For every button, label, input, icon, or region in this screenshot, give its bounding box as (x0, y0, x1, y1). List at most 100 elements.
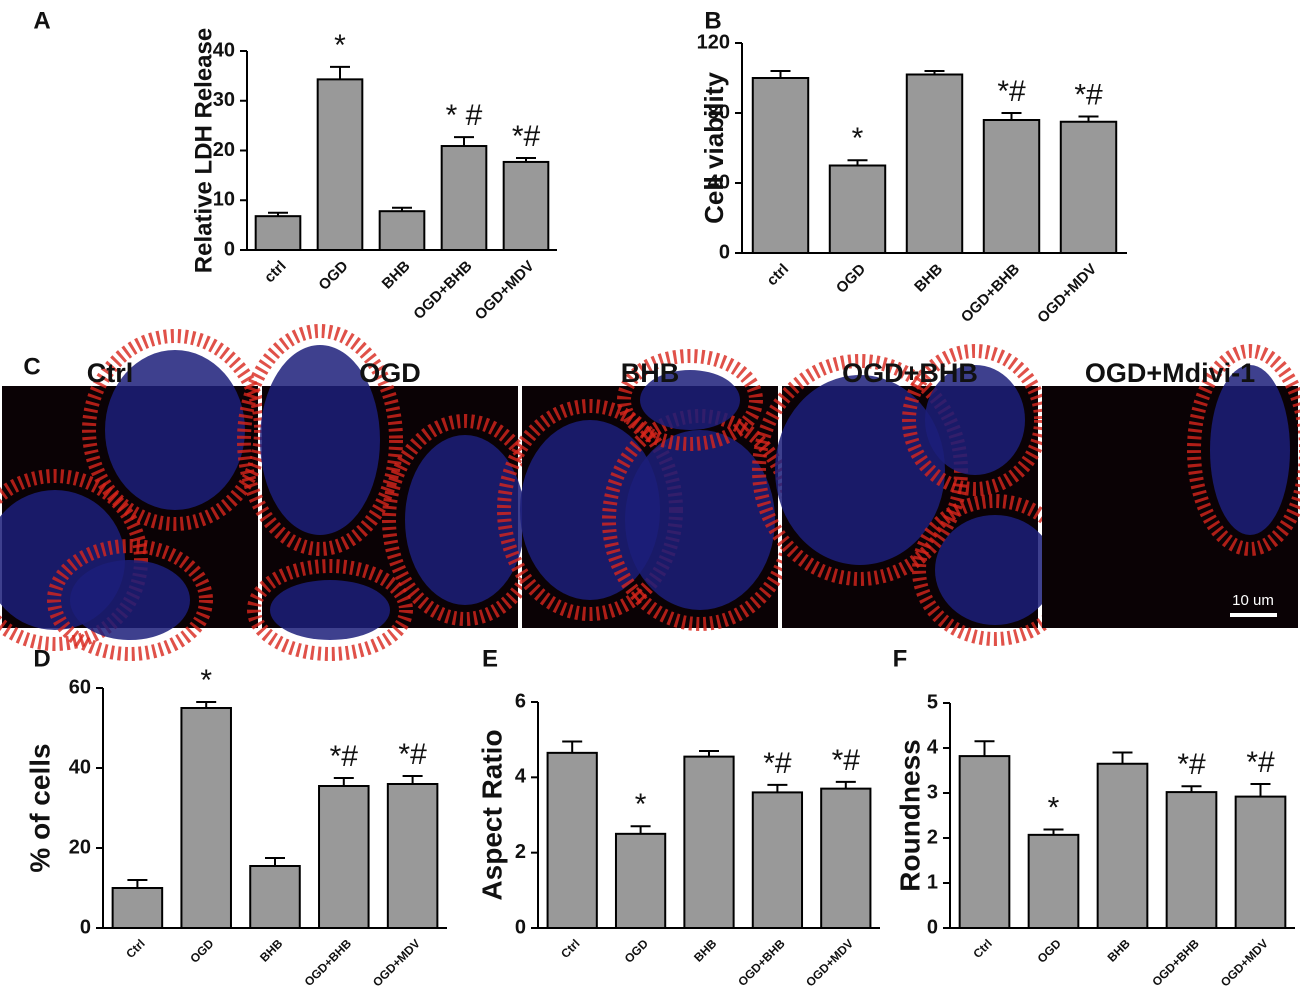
error-bar (1250, 783, 1271, 797)
x-tick-label: Ctrl (970, 936, 995, 961)
x-tick-label: ctrl (261, 258, 290, 287)
mitochondria (617, 349, 763, 451)
error-bar (699, 749, 719, 757)
y-tick-label: 0 (80, 916, 91, 938)
y-tick-label: 60 (69, 676, 91, 698)
error-bar (268, 211, 288, 217)
significance-mark: *# (997, 75, 1026, 108)
x-tick-label: OGD+BHB (302, 936, 355, 989)
nucleus (105, 350, 245, 510)
error-bar (330, 65, 350, 80)
panel-label: E (482, 645, 498, 672)
nucleus (405, 435, 525, 605)
x-tick-label: BHB (379, 257, 414, 292)
x-tick-label: OGD+MDV (1034, 261, 1100, 327)
nucleus (935, 515, 1055, 625)
bar (318, 785, 370, 929)
y-tick-label: 120 (697, 31, 730, 53)
error-bar (392, 206, 412, 212)
nucleus (925, 365, 1025, 475)
x-tick-label: OGD+MDV (803, 936, 856, 989)
y-tick-label: 20 (213, 139, 235, 161)
error-bar (333, 777, 354, 786)
x-tick-label: OGD+BHB (735, 936, 788, 989)
x-tick-label: BHB (1105, 936, 1134, 965)
significance-mark: *# (832, 744, 861, 777)
x-tick-label: Ctrl (558, 936, 583, 961)
y-tick-label: 0 (515, 916, 526, 938)
significance-mark: * (1048, 791, 1060, 824)
y-tick-label: 80 (708, 101, 730, 123)
x-tick-label: OGD (1035, 936, 1064, 965)
bar (1165, 791, 1218, 929)
bar (751, 791, 804, 930)
significance-mark: * (635, 788, 647, 821)
y-tick-label: 0 (719, 241, 730, 263)
bar (820, 787, 872, 930)
significance-mark: *# (1074, 78, 1103, 111)
x-tick-label: BHB (691, 936, 720, 965)
x-tick-label: OGD (833, 260, 869, 296)
x-tick-label: BHB (911, 260, 946, 295)
y-tick-label: 2 (515, 841, 526, 863)
significance-mark: * # (446, 99, 483, 132)
error-bar (402, 775, 423, 784)
x-tick-label: OGD+BHB (958, 261, 1023, 326)
significance-mark: * (334, 29, 346, 62)
nucleus (625, 430, 775, 610)
bar (982, 119, 1041, 254)
x-tick-label: ctrl (764, 261, 793, 290)
error-bar (770, 70, 791, 78)
error-bar (1112, 751, 1133, 764)
bar (440, 145, 488, 252)
y-tick-label: 20 (69, 836, 91, 858)
nucleus (1210, 365, 1290, 535)
y-axis-label: Aspect Ratio (476, 729, 507, 900)
y-tick-label: 3 (927, 781, 938, 803)
significance-mark: * (200, 664, 212, 697)
mitochondria (47, 539, 213, 661)
y-tick-label: 30 (213, 89, 235, 111)
bar (828, 164, 887, 254)
significance-mark: * (852, 122, 864, 155)
significance-mark: *# (1177, 748, 1206, 781)
x-tick-label: OGD+BHB (1149, 936, 1202, 989)
error-bar (127, 879, 148, 888)
bar (180, 707, 232, 929)
error-bar (1001, 112, 1022, 120)
error-bar (196, 701, 217, 708)
panel-label: C (23, 353, 40, 380)
panel-title: Ctrl (87, 358, 134, 388)
mitochondria (0, 469, 148, 651)
y-axis-label: % of cells (24, 743, 55, 872)
bar (546, 751, 598, 929)
x-tick-label: OGD+MDV (472, 258, 538, 324)
y-tick-label: 4 (927, 736, 939, 758)
y-tick-label: 40 (708, 171, 730, 193)
mitochondria (1187, 344, 1300, 556)
x-tick-label: OGD (315, 257, 351, 293)
y-tick-label: 4 (515, 766, 527, 788)
x-tick-label: OGD+MDV (370, 936, 423, 989)
error-bar (265, 857, 285, 866)
nucleus (260, 345, 380, 535)
y-axis-label: Cell viability (699, 72, 729, 224)
bar (378, 210, 426, 252)
error-bar (1043, 828, 1064, 835)
bar (614, 832, 667, 929)
y-axis-label: Roundness (894, 739, 925, 891)
bar (1234, 795, 1287, 929)
bar (683, 755, 735, 929)
error-bar (847, 159, 868, 166)
panel-label: A (33, 7, 50, 34)
y-tick-label: 40 (213, 39, 235, 61)
error-bar (562, 740, 583, 753)
bar (111, 887, 164, 929)
x-tick-label: OGD+MDV (1218, 936, 1271, 989)
bar (958, 755, 1011, 929)
nucleus (70, 560, 190, 640)
significance-mark: *# (1246, 746, 1275, 779)
mitochondria (237, 324, 403, 556)
panel-title: OGD+BHB (842, 358, 978, 388)
y-tick-label: 10 (213, 189, 235, 211)
